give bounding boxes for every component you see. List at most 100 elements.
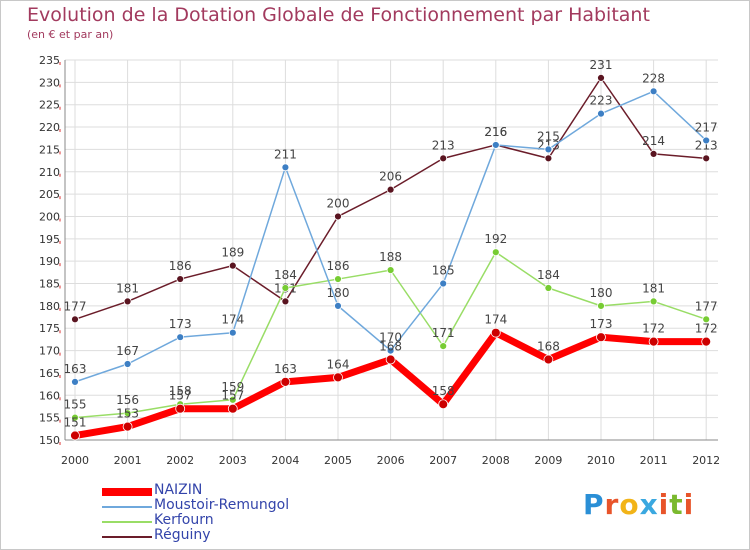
data-label-reguiny: 181 [116,281,139,295]
data-point-kerfourn [702,315,711,324]
legend-swatch-naizin [102,488,152,496]
legend-swatch-moustoir-remungol [102,506,152,508]
data-label-reguiny: 231 [590,58,613,72]
data-label-reguiny: 213 [432,138,455,152]
data-point-moustoir-remungol [386,346,395,355]
data-point-kerfourn [228,395,237,404]
data-point-naizin [385,354,396,365]
data-point-naizin [175,403,186,414]
data-point-reguiny [71,315,79,324]
data-label-moustoir-remungol: 167 [116,344,139,358]
y-tick-label: 180 [39,300,60,313]
data-point-kerfourn [386,266,395,275]
data-label-reguiny: 186 [169,259,192,273]
logo-letter: r [604,488,620,521]
data-point-naizin [122,421,133,432]
data-label-moustoir-remungol: 170 [379,331,402,345]
data-label-naizin: 157 [169,389,192,403]
data-label-kerfourn: 155 [64,398,87,412]
y-tick-label: 170 [39,345,60,358]
data-label-naizin: 151 [64,416,87,430]
data-point-kerfourn [491,248,500,257]
logo-letter: x [639,488,659,521]
x-tick-label: 2006 [377,454,405,467]
data-point-kerfourn [597,301,605,310]
x-tick-label: 2008 [482,454,510,467]
data-label-kerfourn: 188 [379,250,402,264]
data-label-reguiny: 214 [642,134,665,148]
legend-label-moustoir-remungol: Moustoir-Remungol [154,497,290,513]
data-point-reguiny [176,275,185,283]
y-tick-label: 230 [39,76,60,89]
x-tick-label: 2005 [324,454,352,467]
y-tick-label: 205 [39,188,60,201]
chart-subtitle: (en € et par an) [27,28,114,41]
data-point-moustoir-remungol [649,87,658,96]
y-tick-label: 220 [39,121,60,134]
data-point-naizin [70,430,80,441]
data-label-kerfourn: 177 [695,299,718,313]
y-tick-label: 195 [39,233,60,246]
data-point-kerfourn [544,284,553,292]
x-tick-label: 2000 [61,454,89,467]
data-label-naizin: 172 [695,322,718,336]
data-point-reguiny [281,297,290,306]
data-point-moustoir-remungol [491,141,500,149]
data-point-kerfourn [649,297,658,306]
data-label-moustoir-remungol: 215 [537,129,560,143]
x-tick-label: 2003 [219,454,247,467]
y-tick-label: 160 [39,389,60,402]
data-point-kerfourn [123,409,132,418]
data-point-naizin [648,336,659,347]
data-label-kerfourn: 181 [642,281,665,295]
data-point-reguiny [228,261,237,270]
data-point-reguiny [386,185,395,194]
data-point-moustoir-remungol [439,279,448,288]
logo-letter: i [658,488,670,521]
data-label-kerfourn: 184 [274,268,297,282]
data-label-kerfourn: 184 [537,268,560,282]
data-label-moustoir-remungol: 163 [64,362,87,376]
y-tick-label: 200 [39,210,60,223]
data-label-naizin: 163 [274,362,297,376]
data-label-moustoir-remungol: 223 [590,94,613,108]
data-point-kerfourn [439,342,448,351]
data-point-moustoir-remungol [228,328,237,337]
x-tick-label: 2001 [114,454,142,467]
data-label-moustoir-remungol: 174 [221,313,244,327]
data-point-kerfourn [281,284,290,292]
data-point-kerfourn [334,275,342,283]
x-tick-label: 2004 [271,454,299,467]
y-tick-label: 215 [39,143,60,156]
data-point-naizin [438,399,449,410]
data-label-moustoir-remungol: 216 [484,125,507,139]
data-label-naizin: 158 [432,384,455,398]
data-label-reguiny: 189 [221,246,244,260]
data-point-reguiny [123,297,132,306]
data-point-kerfourn [71,413,79,422]
proxiti-logo: Proxiti [583,488,694,521]
data-label-moustoir-remungol: 180 [327,286,350,300]
data-label-reguiny: 206 [379,170,402,184]
data-label-kerfourn: 192 [484,232,507,246]
data-point-reguiny [649,149,658,158]
x-tick-label: 2002 [166,454,194,467]
y-tick-label: 185 [39,278,60,291]
data-point-naizin [543,354,554,365]
legend-label-naizin: NAIZIN [154,482,203,498]
data-label-moustoir-remungol: 211 [274,147,297,161]
data-point-reguiny [597,73,605,82]
y-tick-label: 175 [39,322,60,335]
y-tick-label: 155 [39,412,60,425]
data-label-reguiny: 177 [64,299,87,313]
logo-letter: P [583,488,605,521]
data-label-kerfourn: 171 [432,326,455,340]
x-tick-label: 2011 [640,454,668,467]
data-point-naizin [596,332,606,343]
y-tick-label: 235 [39,54,60,67]
data-point-moustoir-remungol [71,377,79,386]
data-label-moustoir-remungol: 217 [695,120,718,134]
logo-letter: o [619,488,640,521]
x-tick-label: 2009 [534,454,562,467]
